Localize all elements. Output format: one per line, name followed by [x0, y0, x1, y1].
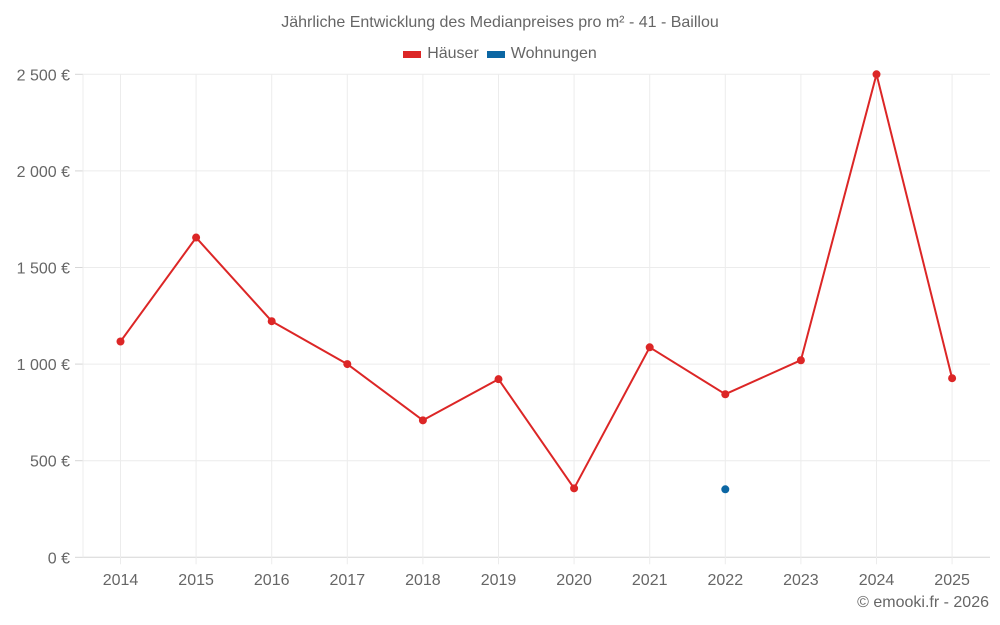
y-tick-label: 500 € [30, 454, 70, 471]
data-point[interactable] [494, 375, 503, 384]
x-tick-label: 2021 [632, 572, 668, 589]
y-tick-label: 2 000 € [17, 164, 70, 181]
x-tick-label: 2015 [178, 572, 214, 589]
x-tick-label: 2019 [481, 572, 517, 589]
x-tick-label: 2024 [859, 572, 895, 589]
data-point[interactable] [267, 317, 276, 326]
x-tick-label: 2025 [934, 572, 970, 589]
data-point[interactable] [796, 356, 805, 365]
y-tick-label: 1 000 € [17, 357, 70, 374]
series-wohnungen [721, 485, 730, 494]
legend-label-haeuser: Häuser [427, 45, 479, 62]
x-tick-label: 2018 [405, 572, 441, 589]
y-tick-label: 0 € [48, 550, 70, 567]
legend-item-haeuser[interactable]: Häuser [403, 45, 479, 63]
x-tick-label: 2016 [254, 572, 290, 589]
data-point[interactable] [570, 484, 579, 493]
y-tick-label: 1 500 € [17, 261, 70, 278]
chart-title: Jährliche Entwicklung des Medianpreises … [281, 14, 719, 31]
data-point[interactable] [343, 360, 352, 369]
x-tick-label: 2020 [556, 572, 592, 589]
legend-swatch-haeuser-icon [403, 50, 422, 58]
copyright-credit: © emooki.fr - 2026 [857, 594, 989, 611]
data-point[interactable] [192, 233, 201, 242]
y-tick-label: 2 500 € [17, 67, 70, 84]
x-tick-label: 2023 [783, 572, 819, 589]
legend-label-wohnungen: Wohnungen [510, 45, 597, 62]
legend-swatch-wohnungen-icon [486, 50, 505, 58]
chart-legend: Häuser Wohnungen [0, 45, 1000, 63]
x-tick-label: 2017 [330, 572, 366, 589]
x-tick-label: 2022 [708, 572, 744, 589]
legend-item-wohnungen[interactable]: Wohnungen [486, 45, 597, 63]
data-point[interactable] [948, 374, 957, 383]
data-point[interactable] [418, 416, 427, 425]
data-point[interactable] [872, 70, 881, 79]
data-point[interactable] [645, 343, 654, 352]
series-line [119, 73, 954, 490]
data-point[interactable] [721, 390, 730, 399]
data-point[interactable] [721, 485, 730, 494]
data-point[interactable] [116, 337, 125, 346]
series-haeuser [116, 70, 957, 493]
x-tick-label: 2014 [103, 572, 139, 589]
